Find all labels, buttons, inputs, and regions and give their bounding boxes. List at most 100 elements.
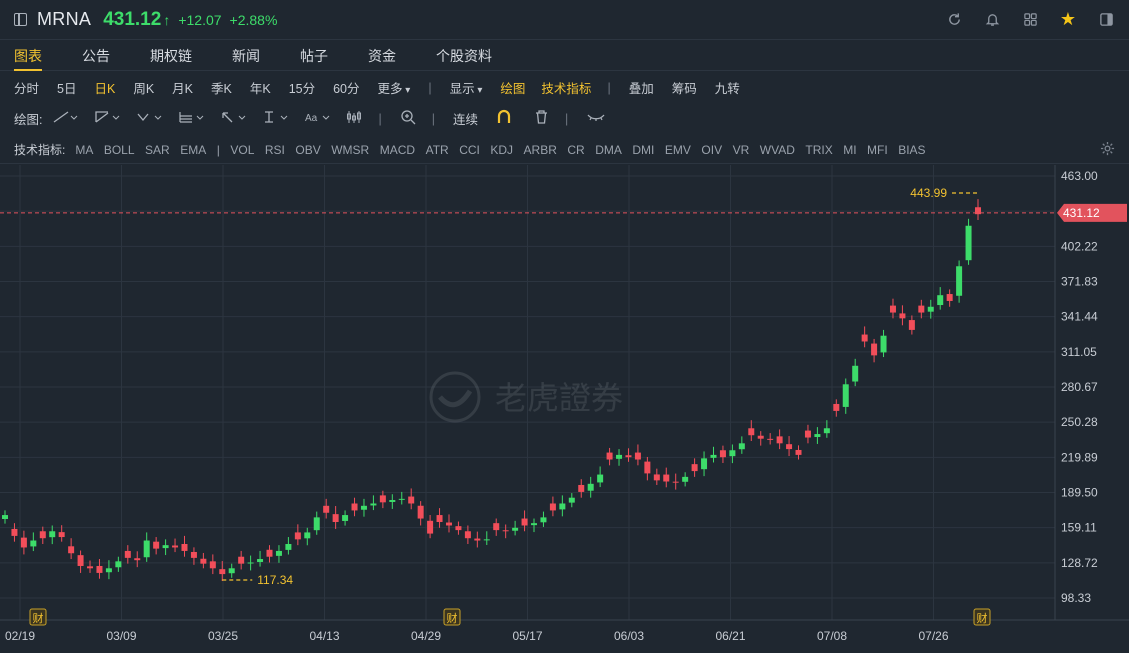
earnings-marker-box <box>973 608 991 626</box>
candle <box>871 338 878 363</box>
tab-capital[interactable]: 资金 <box>368 48 396 64</box>
draw-toggle[interactable]: 绘图 <box>500 82 526 96</box>
earnings-marker-label: 财 <box>33 611 44 625</box>
indicator-macd[interactable]: MACD <box>379 142 416 157</box>
drawing-label: 绘图: <box>14 113 43 127</box>
candle-body <box>87 566 94 569</box>
indicator-sar[interactable]: SAR <box>145 142 170 157</box>
indicator-wvad[interactable]: WVAD <box>759 142 795 157</box>
period-60min[interactable]: 60分 <box>333 82 360 96</box>
candle-body <box>379 495 386 503</box>
overlay-button[interactable]: 叠加 <box>628 82 654 96</box>
candle-body <box>814 434 821 438</box>
candle <box>540 511 547 527</box>
candle-body <box>58 532 65 538</box>
indicator-emv[interactable]: EMV <box>664 142 691 157</box>
nine-turn-button[interactable]: 九转 <box>714 82 740 96</box>
tab-posts[interactable]: 帖子 <box>300 48 328 64</box>
indicator-ma[interactable]: MA <box>75 142 94 157</box>
period-yearly[interactable]: 年K <box>249 82 271 96</box>
candle-body <box>786 444 793 450</box>
indicator-wmsr[interactable]: WMSR <box>331 142 370 157</box>
period-15min[interactable]: 15分 <box>288 82 316 96</box>
period-monthly[interactable]: 月K <box>172 82 193 96</box>
candle-body <box>474 538 481 541</box>
period-5day[interactable]: 5日 <box>57 82 77 96</box>
indicator-atr[interactable]: ATR <box>425 142 449 157</box>
tab-chart[interactable]: 图表 <box>14 41 42 71</box>
indicator-rsi[interactable]: RSI <box>264 142 285 157</box>
tab-news[interactable]: 新闻 <box>232 48 260 64</box>
indicator-cr[interactable]: CR <box>567 142 585 157</box>
candle <box>927 299 934 319</box>
grid-icon[interactable] <box>1021 10 1039 28</box>
indicator-dmi[interactable]: DMI <box>632 142 655 157</box>
candle <box>786 436 793 457</box>
tab-profile[interactable]: 个股资料 <box>436 48 492 64</box>
chips-button[interactable]: 筹码 <box>671 82 697 96</box>
candle-body <box>578 484 585 492</box>
tab-announcements[interactable]: 公告 <box>82 48 110 64</box>
candle-tool-icon[interactable] <box>346 110 362 127</box>
bell-icon[interactable] <box>983 10 1001 28</box>
candle-body <box>464 531 471 539</box>
indicator-oiv[interactable]: OIV <box>701 142 723 157</box>
candle-body <box>124 550 131 558</box>
panel-icon[interactable] <box>1097 10 1115 28</box>
tech-indicator-toggle[interactable]: 技术指标 <box>541 82 592 96</box>
indicator-bias[interactable]: BIAS <box>898 142 926 157</box>
y-tick-label: 311.05 <box>1061 345 1097 359</box>
gear-icon[interactable] <box>1100 141 1115 160</box>
trash-icon[interactable] <box>534 109 549 128</box>
candlestick-chart[interactable]: 老虎證券 463.00 402.22 371.83 341.44 311.05 280.6… <box>0 165 1129 653</box>
indicator-obv[interactable]: OBV <box>295 142 321 157</box>
fib-tool-icon[interactable] <box>178 110 204 127</box>
indicator-dma[interactable]: DMA <box>595 142 622 157</box>
hide-drawings-icon[interactable] <box>586 110 606 127</box>
channel-tool-icon[interactable] <box>94 110 120 127</box>
candle-body <box>370 503 377 506</box>
candle-body <box>965 225 972 261</box>
candle <box>209 554 216 575</box>
period-intraday[interactable]: 分时 <box>14 82 40 96</box>
sidebar-toggle-icon[interactable] <box>14 13 27 26</box>
candle-body <box>77 555 84 566</box>
display-dropdown[interactable]: 显示 <box>450 78 483 97</box>
indicator-vol[interactable]: VOL <box>230 142 255 157</box>
measure-tool-icon[interactable] <box>262 110 288 127</box>
star-icon[interactable]: ★ <box>1059 8 1077 29</box>
candle-body <box>927 306 934 312</box>
indicator-mi[interactable]: MI <box>843 142 857 157</box>
line-tool-icon[interactable] <box>52 110 78 127</box>
candle <box>795 445 802 460</box>
chart-grid <box>0 165 1055 620</box>
candle-body <box>625 455 632 458</box>
candle <box>313 511 320 535</box>
indicator-cci[interactable]: CCI <box>459 142 480 157</box>
arrow-tool-icon[interactable] <box>220 110 246 127</box>
indicator-vr[interactable]: VR <box>732 142 750 157</box>
period-weekly[interactable]: 周K <box>133 82 155 96</box>
magnet-icon[interactable] <box>496 109 512 129</box>
zoom-icon[interactable] <box>400 109 416 128</box>
tab-options-chain[interactable]: 期权链 <box>150 48 192 64</box>
indicator-mfi[interactable]: MFI <box>867 142 888 157</box>
refresh-icon[interactable] <box>945 10 963 28</box>
pattern-tool-icon[interactable] <box>136 110 162 127</box>
candle <box>464 525 471 544</box>
continuous-draw-toggle[interactable]: 连续 <box>452 113 478 127</box>
more-periods-dropdown[interactable]: 更多 <box>378 78 411 97</box>
text-tool-icon[interactable]: Aa <box>304 110 330 127</box>
candle <box>181 535 188 557</box>
indicator-ema[interactable]: EMA <box>180 142 207 157</box>
candle <box>115 556 122 572</box>
period-quarterly[interactable]: 季K <box>211 82 232 96</box>
indicator-kdj[interactable]: KDJ <box>490 142 514 157</box>
indicator-boll[interactable]: BOLL <box>103 142 135 157</box>
candle-body <box>672 481 679 483</box>
indicator-arbr[interactable]: ARBR <box>523 142 557 157</box>
period-daily[interactable]: 日K <box>94 82 116 96</box>
indicator-trix[interactable]: TRIX <box>805 142 833 157</box>
last-price: 431.12 <box>103 8 162 30</box>
svg-text:Aa: Aa <box>305 113 318 124</box>
